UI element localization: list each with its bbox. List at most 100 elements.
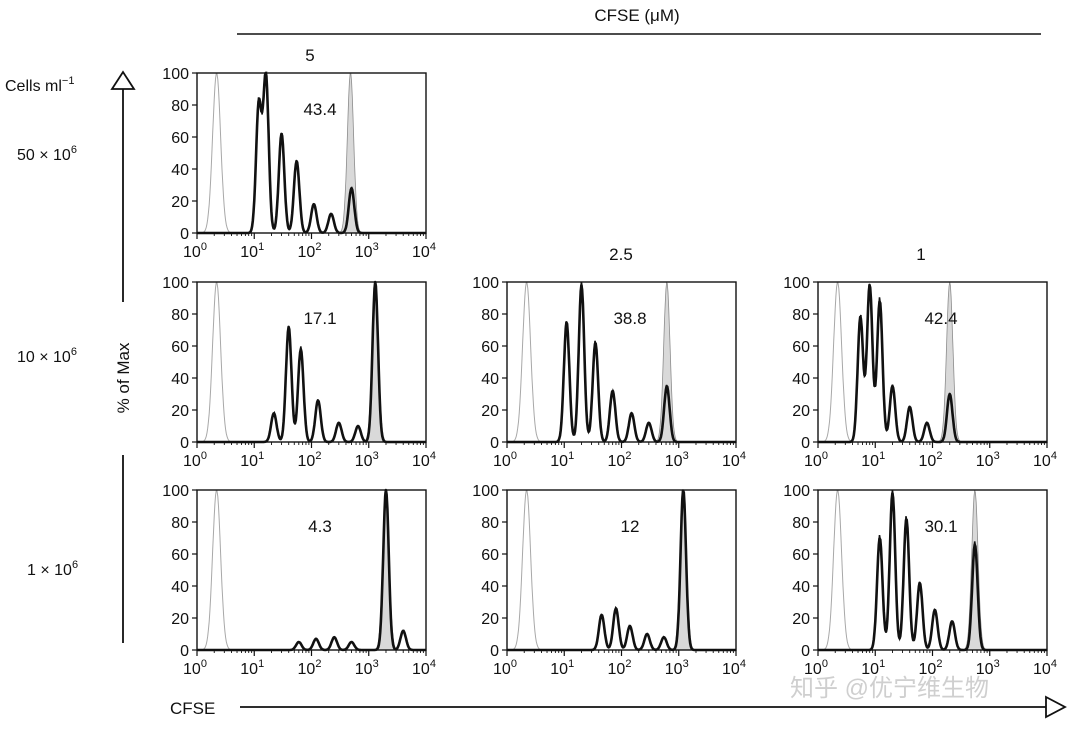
y-tick-label: 0 xyxy=(801,435,810,452)
sample-histogram-line xyxy=(196,488,427,652)
unstained-control-line xyxy=(818,281,1047,443)
x-tick-label: 102 xyxy=(608,658,632,678)
sample-histogram-line xyxy=(196,71,427,235)
y-tick-label: 40 xyxy=(481,371,499,388)
y-tick-label: 0 xyxy=(180,226,189,243)
row-axis-label: Cells ml−1 xyxy=(5,75,74,95)
y-tick-label: 60 xyxy=(792,547,810,564)
x-tick-label: 104 xyxy=(1033,450,1057,470)
y-tick-label: 100 xyxy=(472,275,499,292)
undivided-reference-fill xyxy=(507,281,736,443)
y-tick-label: 100 xyxy=(783,483,810,500)
x-tick-label: 103 xyxy=(355,658,379,678)
y-tick-label: 40 xyxy=(171,371,189,388)
y-tick-label: 80 xyxy=(792,515,810,532)
column-label-1: 1 xyxy=(916,245,925,264)
y-tick-label: 60 xyxy=(481,547,499,564)
sample-histogram-line xyxy=(506,489,737,652)
percent-divided-label: 43.4 xyxy=(303,100,336,119)
watermark-text: 知乎 @优宁维生物 xyxy=(790,675,989,702)
y-tick-label: 60 xyxy=(171,339,189,356)
x-tick-label: 101 xyxy=(550,450,574,470)
x-axis-arrowhead xyxy=(1045,695,1067,719)
x-tick-label: 101 xyxy=(240,658,264,678)
y-tick-label: 100 xyxy=(162,66,189,83)
y-tick-label: 60 xyxy=(481,339,499,356)
y-axis-title: % of Max xyxy=(114,342,133,413)
y-tick-label: 100 xyxy=(162,483,189,500)
percent-divided-label: 12 xyxy=(621,517,640,536)
x-axis-title: CFSE xyxy=(170,699,215,718)
y-tick-label: 80 xyxy=(481,515,499,532)
x-tick-label: 102 xyxy=(298,450,322,470)
percent-divided-label: 30.1 xyxy=(924,517,957,536)
percent-divided-label: 42.4 xyxy=(924,309,957,328)
x-tick-label: 101 xyxy=(861,450,885,470)
x-tick-label: 104 xyxy=(1033,658,1057,678)
y-tick-label: 100 xyxy=(162,275,189,292)
row-label-1e6: 1 × 106 xyxy=(27,559,78,579)
y-tick-label: 80 xyxy=(481,307,499,324)
x-tick-label: 103 xyxy=(976,658,1000,678)
y-tick-label: 0 xyxy=(180,643,189,660)
percent-divided-label: 4.3 xyxy=(308,517,332,536)
x-tick-label: 104 xyxy=(722,450,746,470)
unstained-control-line xyxy=(197,281,426,443)
panel-frame xyxy=(506,281,737,443)
panel-frame xyxy=(506,489,737,651)
x-tick-label: 103 xyxy=(665,450,689,470)
y-tick-label: 20 xyxy=(792,403,810,420)
x-tick-label: 104 xyxy=(412,450,436,470)
y-tick-label: 0 xyxy=(801,643,810,660)
x-tick-label: 101 xyxy=(861,658,885,678)
y-tick-label: 80 xyxy=(171,307,189,324)
x-tick-label: 104 xyxy=(412,658,436,678)
row-label-50e6: 50 × 106 xyxy=(17,144,77,164)
y-tick-label: 20 xyxy=(171,403,189,420)
x-tick-label: 102 xyxy=(608,450,632,470)
y-tick-label: 40 xyxy=(792,579,810,596)
x-tick-label: 101 xyxy=(240,241,264,261)
x-tick-label: 103 xyxy=(355,241,379,261)
percent-divided-label: 38.8 xyxy=(613,309,646,328)
x-tick-label: 103 xyxy=(665,658,689,678)
y-tick-label: 0 xyxy=(490,435,499,452)
y-tick-label: 80 xyxy=(792,307,810,324)
undivided-reference-fill xyxy=(197,282,426,443)
row-label-10e6: 10 × 106 xyxy=(17,346,77,366)
panel-2-2: 0 20 40 60 80 100 100 101 102 103 104 30.1 xyxy=(783,483,1057,678)
y-tick-label: 100 xyxy=(472,483,499,500)
column-label-5: 5 xyxy=(305,46,314,65)
x-tick-label: 100 xyxy=(493,658,517,678)
y-tick-label: 20 xyxy=(792,611,810,628)
y-tick-label: 0 xyxy=(490,643,499,660)
x-tick-label: 100 xyxy=(183,658,207,678)
undivided-reference-fill xyxy=(507,489,736,651)
x-tick-label: 102 xyxy=(298,658,322,678)
y-tick-label: 40 xyxy=(171,579,189,596)
y-tick-label: 60 xyxy=(792,339,810,356)
sample-histogram-line xyxy=(196,280,427,444)
sample-replicate-line xyxy=(197,281,426,443)
y-tick-label: 20 xyxy=(171,194,189,211)
header-title: CFSE (μM) xyxy=(594,6,679,25)
x-tick-label: 104 xyxy=(412,241,436,261)
x-tick-label: 101 xyxy=(550,658,574,678)
panel-1-0: 0 20 40 60 80 100 100 101 102 103 104 17.1 xyxy=(162,275,436,470)
x-tick-label: 101 xyxy=(240,450,264,470)
y-tick-label: 20 xyxy=(481,403,499,420)
sample-replicate-line xyxy=(507,281,736,443)
panel-frame xyxy=(817,281,1048,443)
panel-2-0: 0 20 40 60 80 100 100 101 102 103 104 4.3 xyxy=(162,483,436,678)
x-tick-label: 100 xyxy=(804,450,828,470)
undivided-reference-fill xyxy=(818,281,1047,443)
x-tick-label: 100 xyxy=(493,450,517,470)
unstained-control-line xyxy=(507,489,736,651)
y-tick-label: 20 xyxy=(481,611,499,628)
percent-divided-label: 17.1 xyxy=(303,309,336,328)
y-tick-label: 0 xyxy=(180,435,189,452)
panel-2-1: 0 20 40 60 80 100 100 101 102 103 104 12 xyxy=(472,483,746,678)
y-tick-label: 100 xyxy=(783,275,810,292)
